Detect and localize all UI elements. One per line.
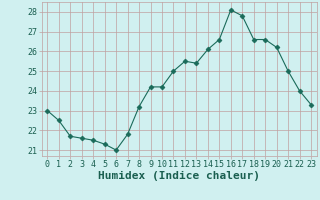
X-axis label: Humidex (Indice chaleur): Humidex (Indice chaleur) [98, 171, 260, 181]
